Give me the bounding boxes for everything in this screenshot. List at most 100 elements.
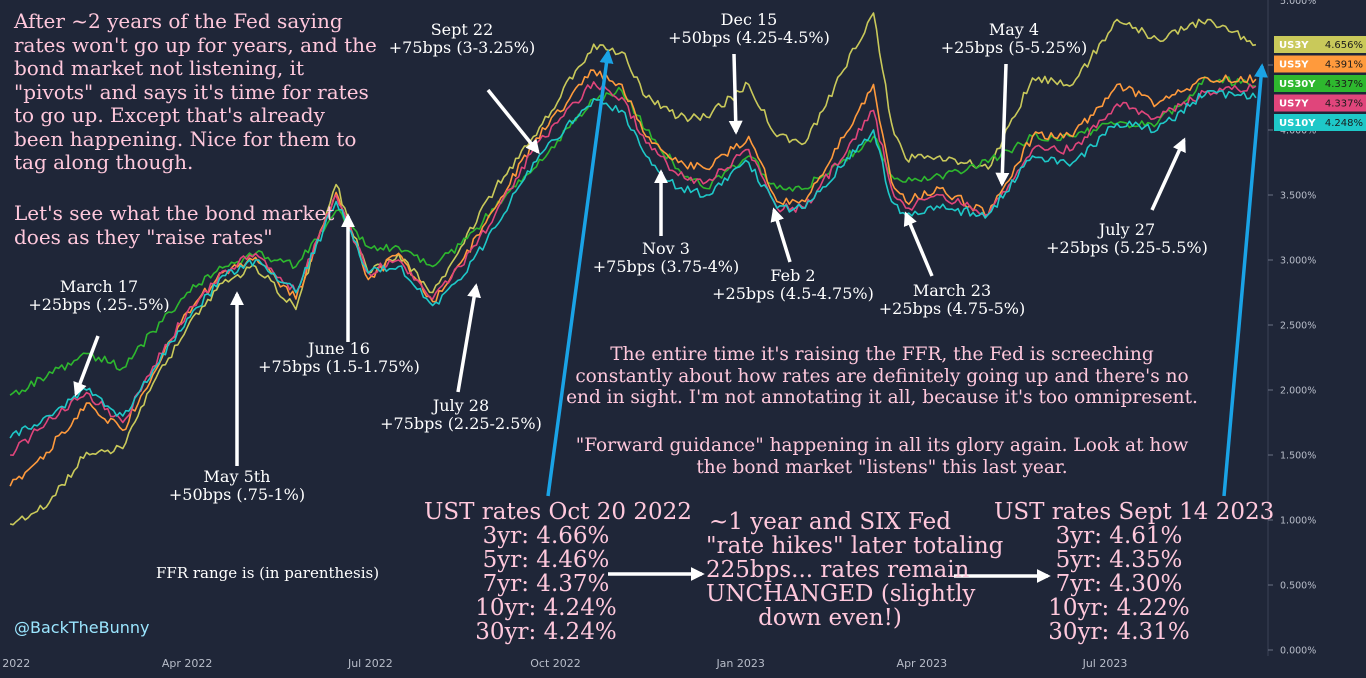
sept-rate-3yr: 3yr: 4.61% bbox=[1055, 523, 1183, 549]
intro-line: "pivots" and says it's time for rates bbox=[14, 79, 369, 104]
sept-rate-7yr: 7yr: 4.30% bbox=[1055, 571, 1183, 597]
hike-detail: +75bps (3-3.25%) bbox=[388, 38, 536, 58]
y-tick-label-top: 5.000% bbox=[1280, 0, 1316, 7]
sept-rate-5yr: 5yr: 4.35% bbox=[1055, 547, 1183, 573]
forward-line: "Forward guidance" happening in all its … bbox=[575, 435, 1189, 456]
legend-name: US7Y bbox=[1279, 99, 1309, 110]
hike-date: Dec 15 bbox=[720, 10, 778, 29]
legend-value: 4.337% bbox=[1325, 79, 1363, 90]
hike-detail: +25bps (4.5-4.75%) bbox=[712, 284, 874, 304]
intro-line: been happening. Nice for them to bbox=[14, 126, 357, 151]
arrow-sept22 bbox=[486, 88, 540, 155]
hike-detail: +25bps (5.25-5.5%) bbox=[1046, 238, 1208, 258]
x-tick-label: Jan 2022 bbox=[0, 657, 30, 670]
intro-line: rates won't go up for years, and the bbox=[14, 32, 377, 57]
legend-swatch bbox=[1274, 75, 1366, 92]
hike-detail: +25bps (4.75-5%) bbox=[878, 299, 1026, 319]
x-tick-label: Jul 2022 bbox=[347, 657, 393, 670]
x-tick-label: Apr 2022 bbox=[162, 657, 213, 670]
series-line-us3y bbox=[9, 12, 1257, 526]
hike-detail: +50bps (4.25-4.5%) bbox=[668, 28, 830, 48]
entire-time-line: end in sight. I'm not annotating it all,… bbox=[566, 387, 1198, 408]
x-tick-label: Jul 2023 bbox=[1082, 657, 1128, 670]
hike-label-sept22: Sept 22 +75bps (3-3.25%) bbox=[382, 20, 542, 58]
hike-date: Feb 2 bbox=[770, 266, 816, 285]
middle-line: 225bps... rates remain bbox=[706, 557, 970, 583]
arrow-feb2 bbox=[770, 207, 792, 263]
y-tick-label: 1.500% bbox=[1280, 451, 1316, 462]
oct-rate-10yr: 10yr: 4.24% bbox=[475, 595, 617, 621]
middle-line: "rate hikes" later totaling bbox=[706, 533, 1004, 559]
x-tick-label: Jan 2023 bbox=[715, 657, 764, 670]
x-tick-label: Oct 2022 bbox=[530, 657, 581, 670]
hike-label-nov3: Nov 3 +75bps (3.75-4%) bbox=[586, 239, 746, 277]
y-tick-label: 0.000% bbox=[1280, 646, 1316, 657]
arrow-dec15 bbox=[728, 53, 743, 135]
series-line-us10y bbox=[9, 90, 1257, 439]
hike-label-july28: July 28 +75bps (2.25-2.5%) bbox=[376, 396, 546, 434]
legend-swatch bbox=[1274, 36, 1366, 53]
y-tick-label: 2.500% bbox=[1280, 321, 1316, 332]
ffr-note: FFR range is (in parenthesis) bbox=[156, 564, 380, 582]
hike-detail: +50bps (.75-1%) bbox=[168, 485, 306, 505]
hike-label-march17: March 17 +25bps (.25-.5%) bbox=[24, 277, 174, 315]
arrow-july28 bbox=[456, 283, 482, 393]
hike-date: May 5th bbox=[203, 467, 271, 486]
y-tick-label: 3.000% bbox=[1280, 256, 1316, 267]
hike-label-dec15: Dec 15 +50bps (4.25-4.5%) bbox=[664, 10, 834, 48]
legend-name: US10Y bbox=[1279, 118, 1316, 129]
hike-date: March 23 bbox=[912, 281, 992, 300]
intro-line: After ~2 years of the Fed saying bbox=[14, 9, 343, 33]
oct-rates-title: UST rates Oct 20 2022 bbox=[424, 499, 692, 525]
intro-line: bond market not listening, it bbox=[14, 56, 305, 80]
legend-name: US30Y bbox=[1279, 79, 1316, 90]
y-tick-label: 0.500% bbox=[1280, 581, 1316, 592]
sept-rate-30yr: 30yr: 4.31% bbox=[1048, 619, 1190, 645]
legend-value: 4.248% bbox=[1325, 118, 1363, 129]
oct-rate-5yr: 5yr: 4.46% bbox=[482, 547, 610, 573]
intro-text: After ~2 years of the Fed saying rates w… bbox=[14, 9, 377, 175]
arrow-march17 bbox=[73, 335, 100, 397]
hike-detail: +25bps (5-5.25%) bbox=[940, 38, 1088, 58]
hike-date: March 17 bbox=[59, 277, 139, 296]
arrow-march23 bbox=[903, 211, 934, 277]
hike-detail: +75bps (2.25-2.5%) bbox=[380, 414, 542, 434]
middle-line: UNCHANGED (slightly bbox=[706, 581, 976, 607]
arrow-sept14-blue bbox=[1222, 63, 1268, 497]
legend: US3Y 4.656% US5Y 4.391% US30Y 4.337% US7Y 4.337… bbox=[1274, 36, 1366, 131]
sept-2023-rates: UST rates Sept 14 2023 3yr: 4.61% 5yr: 4… bbox=[994, 500, 1274, 645]
hike-detail: +25bps (.25-.5%) bbox=[28, 295, 170, 315]
hike-date: July 27 bbox=[1098, 220, 1156, 239]
sept-rate-10yr: 10yr: 4.22% bbox=[1048, 595, 1190, 621]
entire-time-line: constantly about how rates are definitel… bbox=[575, 365, 1189, 387]
legend-swatch bbox=[1274, 55, 1366, 73]
arrows-layer bbox=[73, 49, 1268, 583]
y-tick-label: 3.500% bbox=[1280, 191, 1316, 202]
author-handle: @BackTheBunny bbox=[14, 618, 150, 637]
intro2-text: Let's see what the bond market does as t… bbox=[14, 201, 334, 249]
oct-rate-3yr: 3yr: 4.66% bbox=[482, 523, 610, 549]
hike-label-may4: May 4 +25bps (5-5.25%) bbox=[934, 20, 1094, 58]
hike-detail: +75bps (1.5-1.75%) bbox=[258, 357, 420, 377]
intro-line: tag along though. bbox=[14, 150, 194, 174]
series-line-us7y bbox=[10, 81, 1257, 456]
middle-line: down even!) bbox=[758, 605, 902, 631]
legend-name: US5Y bbox=[1279, 60, 1309, 71]
middle-summary: ~1 year and SIX Fed "rate hikes" later t… bbox=[706, 510, 1004, 631]
legend-name: US3Y bbox=[1279, 40, 1309, 51]
entire-time-text: The entire time it's raising the FFR, th… bbox=[566, 344, 1198, 409]
y-tick-label: 1.000% bbox=[1280, 516, 1316, 527]
intro2-line: does as they "raise rates" bbox=[14, 224, 273, 249]
series-layer bbox=[9, 12, 1257, 526]
legend-swatch bbox=[1274, 114, 1366, 131]
forward-line: the bond market "listens" this last year… bbox=[696, 456, 1068, 478]
axis-layer: 0.000% 0.500% 1.000% 1.500% 2.000% 2.500% 3.00… bbox=[0, 0, 1316, 670]
intro-line: to go up. Except that's already bbox=[14, 103, 325, 127]
hike-date: June 16 bbox=[308, 339, 370, 358]
arrow-oct20-blue bbox=[546, 49, 614, 497]
oct-2022-rates: UST rates Oct 20 2022 3yr: 4.66% 5yr: 4.… bbox=[424, 499, 692, 644]
hike-date: July 28 bbox=[432, 396, 490, 415]
legend-value: 4.337% bbox=[1325, 99, 1363, 110]
arrow-july27 bbox=[1150, 137, 1186, 211]
